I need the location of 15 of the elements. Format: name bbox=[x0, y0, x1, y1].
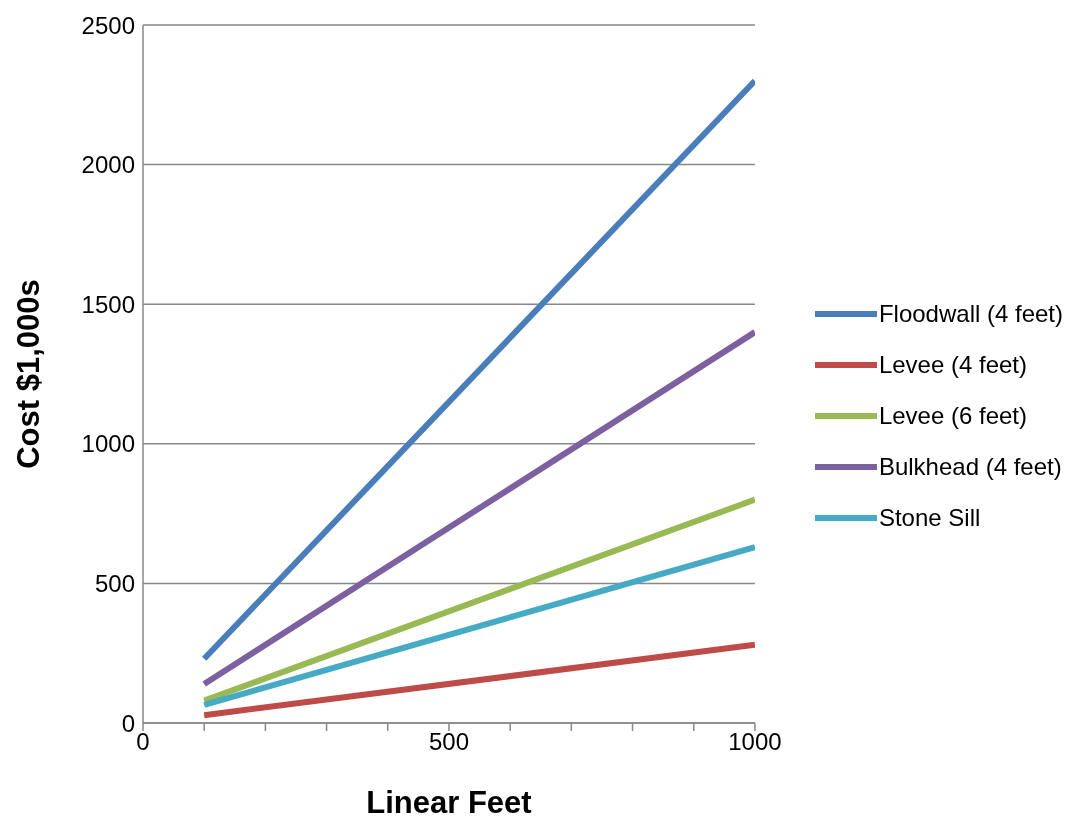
legend-label: Levee (6 feet) bbox=[878, 401, 1028, 430]
y-tick-label: 500 bbox=[94, 569, 135, 597]
y-tick-label: 1500 bbox=[81, 290, 135, 318]
legend-label: Levee (4 feet) bbox=[878, 350, 1028, 379]
y-tick-label: 2000 bbox=[81, 151, 135, 179]
y-tick-label: 1000 bbox=[81, 430, 135, 458]
legend-label: Bulkhead (4 feet) bbox=[878, 452, 1062, 481]
legend-label: Floodwall (4 feet) bbox=[878, 299, 1063, 328]
y-axis-title: Cost $1,000s bbox=[11, 279, 47, 469]
y-tick-label: 2500 bbox=[81, 11, 135, 39]
x-axis-title: Linear Feet bbox=[366, 785, 532, 820]
y-tick-label: 0 bbox=[121, 709, 135, 737]
x-tick-label: 1000 bbox=[728, 728, 782, 756]
legend-label: Stone Sill bbox=[878, 503, 981, 532]
x-tick-label: 500 bbox=[428, 728, 469, 756]
